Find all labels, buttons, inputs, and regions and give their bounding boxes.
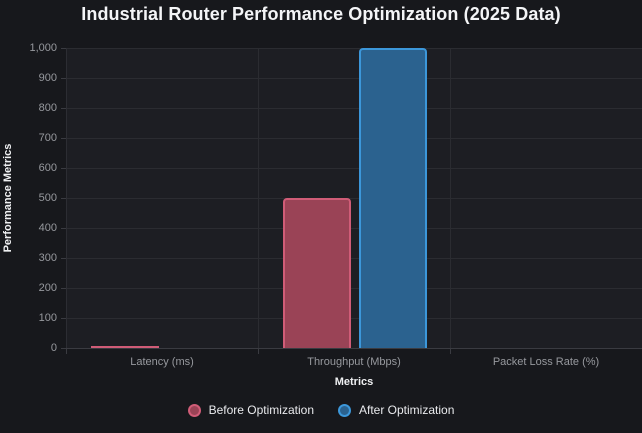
x-axis-title: Metrics (334, 376, 374, 388)
y-tick (61, 258, 66, 259)
y-tick-label: 200 (38, 282, 57, 294)
bar-after-optimization-throughput-mbps[interactable] (359, 48, 427, 348)
y-tick (61, 348, 66, 349)
legend-item-after-optimization[interactable]: After Optimization (338, 403, 454, 417)
bar-before-optimization-throughput-mbps[interactable] (283, 198, 351, 348)
bar-before-optimization-latency-ms[interactable] (91, 346, 159, 348)
y-tick-label: 300 (38, 252, 57, 264)
y-tick-label: 400 (38, 222, 57, 234)
y-tick-label: 800 (38, 102, 57, 114)
y-tick (61, 138, 66, 139)
y-tick (61, 78, 66, 79)
gridline-horizontal (67, 168, 642, 169)
chart-title: Industrial Router Performance Optimizati… (81, 4, 561, 24)
gridline-vertical (450, 48, 451, 348)
gridline-horizontal (67, 108, 642, 109)
chart-legend: Before Optimization After Optimization (0, 403, 642, 417)
gridline-horizontal (67, 288, 642, 289)
x-tick-label-latency-ms: Latency (ms) (130, 356, 194, 368)
y-tick-label: 500 (38, 192, 57, 204)
y-tick (61, 48, 66, 49)
y-tick-label: 700 (38, 132, 57, 144)
y-tick (61, 108, 66, 109)
plot-area (66, 48, 642, 348)
y-tick (61, 198, 66, 199)
y-tick (61, 228, 66, 229)
gridline-horizontal (67, 318, 642, 319)
y-tick-label: 900 (38, 72, 57, 84)
gridline-horizontal (67, 138, 642, 139)
legend-label: Before Optimization (208, 403, 314, 417)
legend-label: After Optimization (359, 403, 455, 417)
x-axis-line (66, 348, 642, 349)
gridline-horizontal (67, 258, 642, 259)
gridline-horizontal (67, 228, 642, 229)
gridline-horizontal (67, 48, 642, 49)
legend-item-before-optimization[interactable]: Before Optimization (187, 403, 314, 417)
y-tick-label: 1,000 (29, 42, 57, 54)
x-tick (66, 349, 67, 354)
y-tick-label: 600 (38, 162, 57, 174)
gridline-horizontal (67, 198, 642, 199)
x-tick (450, 349, 451, 354)
legend-marker-icon (187, 403, 201, 417)
gridline-horizontal (67, 78, 642, 79)
gridline-vertical (258, 48, 259, 348)
legend-marker-icon (338, 403, 351, 417)
y-tick-label: 100 (38, 312, 57, 324)
y-tick (61, 168, 66, 169)
x-tick (258, 349, 259, 354)
y-tick (61, 288, 66, 289)
y-tick-label: 0 (50, 342, 57, 354)
x-tick-label-packet-loss-rate: Packet Loss Rate (%) (492, 356, 600, 368)
y-tick (61, 318, 66, 319)
x-tick-label-throughput-mbps: Throughput (Mbps) (307, 356, 401, 368)
